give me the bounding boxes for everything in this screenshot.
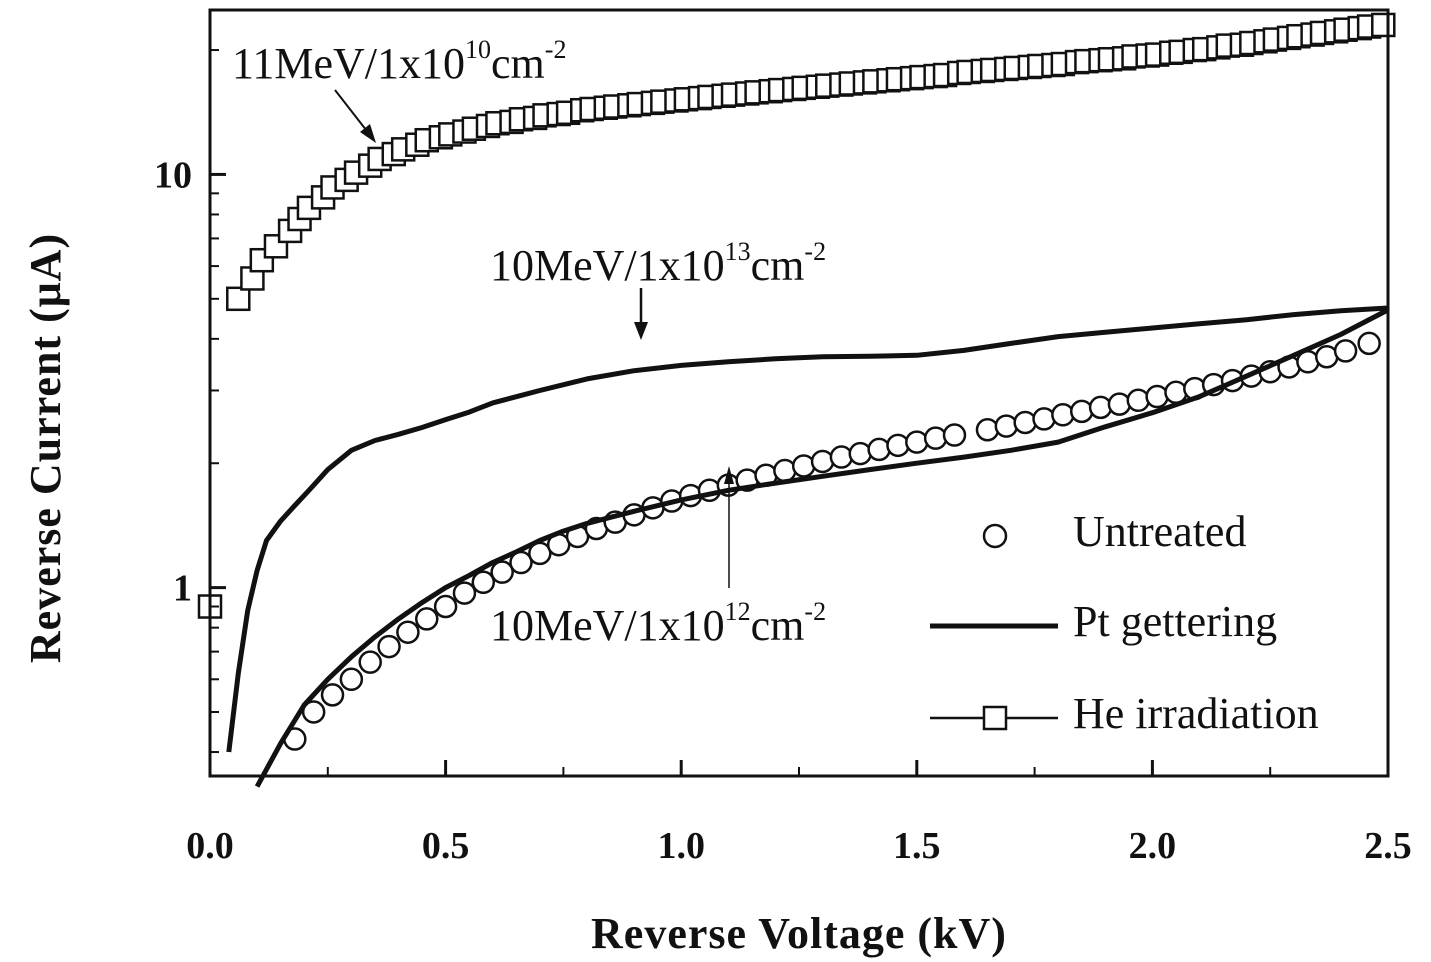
series-line <box>226 305 1389 753</box>
data-point-circle <box>1107 392 1132 416</box>
y-tick-label: 1 <box>173 568 192 610</box>
legend-label-untreated: Untreated <box>1073 507 1246 556</box>
data-point-circle <box>810 449 835 474</box>
legend-item-pt-gettering: Pt gettering <box>930 597 1277 646</box>
data-point-circle <box>452 581 477 605</box>
data-point-square <box>226 286 251 312</box>
x-tick-label: 1.5 <box>893 825 941 867</box>
y-axis-title: Reverse Current (μA) <box>21 233 70 663</box>
x-axis-title: Reverse Voltage (kV) <box>591 909 1007 958</box>
data-point-circle <box>1145 384 1169 409</box>
data-point-circle <box>773 458 797 483</box>
data-point-circle <box>1357 331 1381 356</box>
annotation-he-unit-exp: -2 <box>545 35 567 64</box>
data-point-circle <box>433 594 458 619</box>
data-point-circle <box>975 418 1000 442</box>
annotation-arrow-pt-12 <box>724 466 734 588</box>
series-untreated-1 <box>283 331 1381 751</box>
legend-marker-square <box>982 705 1008 731</box>
annotation-pt12-unit: cm <box>751 601 805 650</box>
x-tick-label: 2.5 <box>1364 825 1412 867</box>
data-point-circle <box>471 570 496 595</box>
data-point-circle <box>905 430 929 454</box>
legend-item-he-irradiation: He irradiation <box>930 689 1319 738</box>
legend-label-pt-gettering: Pt gettering <box>1073 597 1277 646</box>
x-axis: 0.0 0.5 1.0 1.5 2.0 2.5 <box>186 760 1412 867</box>
x-tick-label: 1.0 <box>657 825 705 867</box>
plot-content <box>197 12 1396 788</box>
annotation-pt12-exp: 12 <box>725 597 751 626</box>
annotation-pt12-unit-exp: -2 <box>804 597 826 626</box>
data-point-circle <box>942 423 967 447</box>
annotation-he-fluence: 11MeV/1x1010cm-2 <box>232 35 566 88</box>
series-line <box>254 307 1390 788</box>
x-tick-label: 0.5 <box>422 825 470 867</box>
data-point-circle <box>320 683 345 707</box>
data-point-circle <box>396 620 420 644</box>
x-tick-label: 0.0 <box>186 825 234 867</box>
annotation-he-base: 11MeV/1x10 <box>232 39 465 88</box>
annotation-pt-13: 10MeV/1x1013cm-2 <box>490 237 826 290</box>
annotation-pt13-unit: cm <box>751 241 805 290</box>
data-point-circle <box>490 560 514 584</box>
annotation-pt12-base: 10MeV/1x10 <box>490 601 725 650</box>
annotation-he-exp: 10 <box>465 35 491 64</box>
annotation-pt13-base: 10MeV/1x10 <box>490 241 725 290</box>
data-point-circle <box>1013 410 1037 435</box>
annotation-arrow-pt-13 <box>634 288 648 340</box>
data-point-circle <box>994 414 1019 438</box>
data-point-circle <box>829 445 854 469</box>
legend-item-untreated: Untreated <box>982 507 1246 556</box>
data-point-circle <box>791 454 816 478</box>
y-axis: 1 10 <box>154 49 226 754</box>
legend: Untreated Pt gettering He irradiation <box>930 507 1319 738</box>
annotation-arrow-he <box>334 89 376 143</box>
data-point-circle <box>301 700 326 724</box>
data-point-circle <box>358 650 382 674</box>
data-point-circle <box>377 634 401 659</box>
data-point-circle <box>1032 407 1056 431</box>
annotation-pt-12: 10MeV/1x1012cm-2 <box>490 597 826 650</box>
data-point-circle <box>923 426 948 450</box>
data-point-circle <box>415 607 439 631</box>
data-point-circle <box>867 437 891 462</box>
legend-marker-circle <box>982 523 1008 549</box>
data-point-circle <box>339 667 364 692</box>
annotation-pt13-exp: 13 <box>725 237 751 266</box>
data-point-circle <box>1126 388 1151 413</box>
annotation-he-unit: cm <box>491 39 545 88</box>
x-tick-label: 2.0 <box>1129 825 1177 867</box>
series-pt-gettering-3 <box>254 307 1390 788</box>
data-point-circle <box>1051 403 1075 427</box>
y-tick-label: 10 <box>154 154 192 196</box>
data-point-circle <box>848 441 873 466</box>
data-point-circle <box>1069 399 1094 424</box>
data-point-square <box>1371 12 1396 38</box>
annotation-pt13-unit-exp: -2 <box>804 237 826 266</box>
series-pt-gettering-2 <box>226 305 1389 753</box>
data-point-circle <box>886 433 910 458</box>
data-point-circle <box>1088 395 1113 420</box>
data-point-circle <box>1333 339 1358 363</box>
legend-label-he-irradiation: He irradiation <box>1073 689 1319 738</box>
series-he-irradiation-0 <box>197 12 1396 619</box>
